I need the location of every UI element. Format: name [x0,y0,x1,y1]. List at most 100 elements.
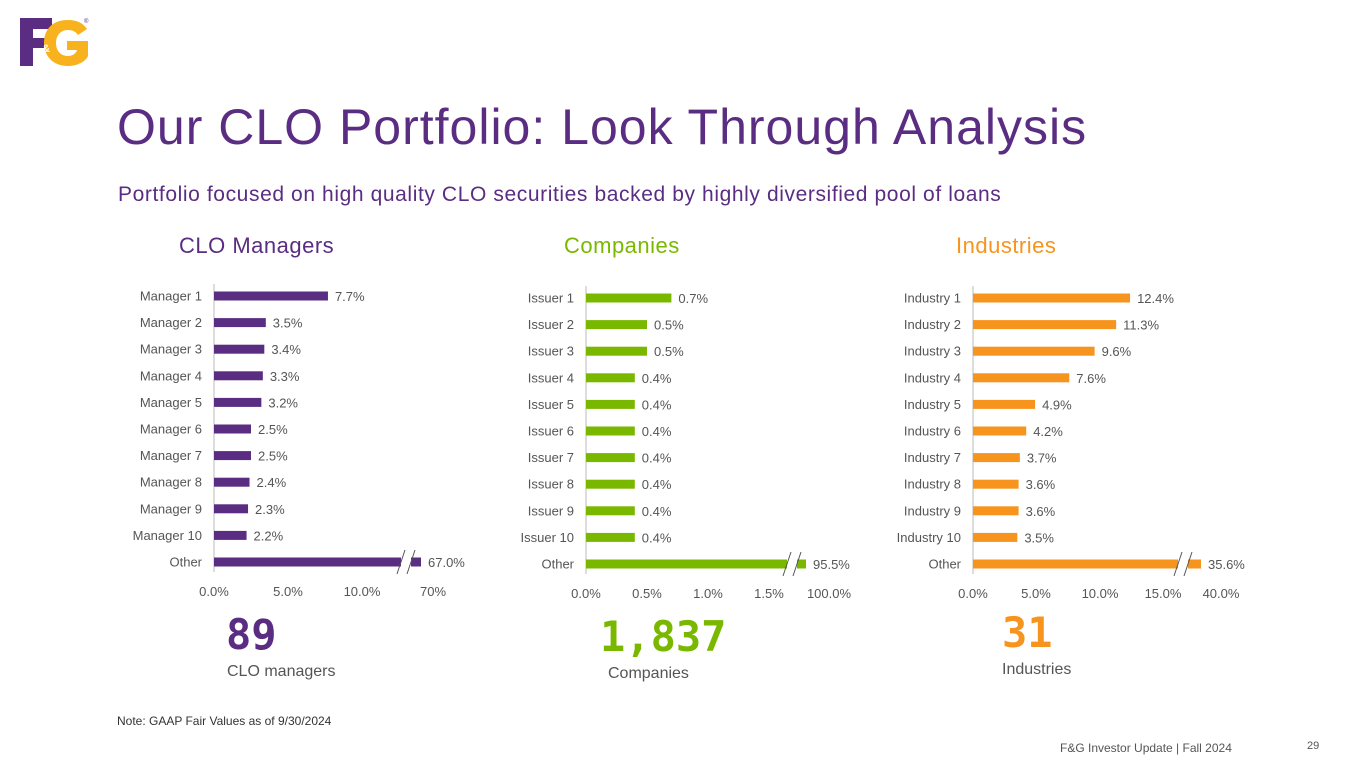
industry-value-label: 4.9% [1042,397,1072,412]
manager-category-label: Other [169,555,202,570]
issuer-category-label: Issuer 7 [528,450,574,465]
companies-chart-title: Companies [564,233,680,258]
issuer-x-tick-label: 0.0% [571,586,601,601]
industries-count-label: Industries [1002,661,1072,678]
industry-x-tick-label: 0.0% [958,586,988,601]
issuer-value-label: 0.4% [642,530,672,545]
industry-value-label: 12.4% [1137,291,1174,306]
industry-value-label: 3.6% [1026,504,1056,519]
manager-bar [214,397,262,407]
manager-bar [214,424,251,434]
industry-axis-break-gap [1178,552,1188,576]
industry-category-label: Industry 3 [904,344,961,359]
manager-value-label: 3.2% [268,395,298,410]
issuer-category-label: Other [541,557,574,572]
issuer-bar [586,320,647,330]
issuer-x-tick-label: 1.5% [754,586,784,601]
manager-category-label: Manager 9 [140,501,202,516]
manager-bar [214,504,249,514]
issuer-x-tick-label: 100.0% [807,586,852,601]
manager-bar [214,477,250,487]
issuer-bar [586,453,635,463]
manager-value-label: 3.3% [270,369,300,384]
svg-text:®: ® [84,18,89,25]
issuer-category-label: Issuer 2 [528,317,574,332]
issuer-value-label: 0.4% [642,451,672,466]
manager-axis-break-mark [396,549,406,575]
industry-bar [973,506,1019,516]
manager-category-label: Manager 7 [140,448,202,463]
industry-category-label: Industry 1 [904,291,961,306]
issuer-x-tick-label: 0.5% [632,586,662,601]
issuer-category-label: Issuer 10 [521,530,574,545]
industry-category-label: Industry 5 [904,397,961,412]
manager-bar [214,318,266,328]
industry-axis-break-mark [1183,551,1193,577]
manager-category-label: Manager 2 [140,315,202,330]
industry-value-label: 3.7% [1027,451,1057,466]
manager-value-label: 2.5% [258,422,288,437]
manager-bar [214,344,265,354]
manager-category-label: Manager 8 [140,475,202,490]
manager-x-tick-label: 10.0% [344,584,381,599]
managers-count-label: CLO managers [227,663,336,680]
industry-category-label: Industry 6 [904,424,961,439]
industry-x-tick-label: 10.0% [1082,586,1119,601]
issuer-bar [586,506,635,516]
issuer-value-label: 0.4% [642,504,672,519]
issuer-bar [586,426,635,436]
issuer-value-label: 0.4% [642,397,672,412]
issuer-value-label: 0.5% [654,344,684,359]
manager-bar [214,371,263,381]
issuer-category-label: Issuer 8 [528,477,574,492]
issuer-bar [586,532,635,542]
manager-category-label: Manager 4 [140,368,202,383]
industry-x-tick-label: 40.0% [1203,586,1240,601]
industry-category-label: Industry 9 [904,503,961,518]
manager-bar [214,451,251,461]
issuer-category-label: Issuer 3 [528,344,574,359]
issuer-x-tick-label: 1.0% [693,586,723,601]
manager-value-label: 67.0% [428,555,465,570]
footer-text: F&G Investor Update | Fall 2024 [1060,741,1232,755]
issuer-bar [586,293,672,303]
industry-category-label: Industry 10 [897,530,961,545]
industry-bar [973,479,1019,489]
manager-axis-break-mark [406,549,416,575]
industry-value-label: 3.5% [1024,530,1054,545]
issuer-value-label: 0.5% [654,318,684,333]
issuer-axis-break-mark [792,551,802,577]
issuer-bar [586,346,647,356]
manager-x-tick-label: 0.0% [199,584,229,599]
issuer-value-label: 0.4% [642,371,672,386]
issuer-category-label: Issuer 4 [528,370,574,385]
industry-bar [973,346,1095,356]
industries-count: 31 [1002,608,1053,657]
industry-bar [973,293,1131,303]
managers-chart-title: CLO Managers [179,233,335,258]
industry-x-tick-label: 5.0% [1021,586,1051,601]
industry-value-label: 35.6% [1208,557,1245,572]
companies-count-label: Companies [608,665,689,682]
issuer-value-label: 0.7% [678,291,708,306]
industry-bar [973,399,1036,409]
page-title: Our CLO Portfolio: Look Through Analysis [117,99,1088,155]
manager-axis-break-gap [401,550,411,574]
industry-bar [973,453,1020,463]
industry-category-label: Industry 8 [904,477,961,492]
industry-value-label: 11.3% [1123,318,1159,333]
manager-category-label: Manager 3 [140,342,202,357]
manager-category-label: Manager 1 [140,289,202,304]
issuer-bar [586,559,806,569]
manager-value-label: 2.5% [258,449,288,464]
industry-value-label: 9.6% [1102,344,1132,359]
issuer-bar [586,479,635,489]
industry-category-label: Industry 2 [904,317,961,332]
issuer-bar [586,399,635,409]
page-subtitle: Portfolio focused on high quality CLO se… [118,183,1002,206]
industry-value-label: 4.2% [1033,424,1063,439]
manager-value-label: 7.7% [335,289,365,304]
manager-category-label: Manager 6 [140,422,202,437]
